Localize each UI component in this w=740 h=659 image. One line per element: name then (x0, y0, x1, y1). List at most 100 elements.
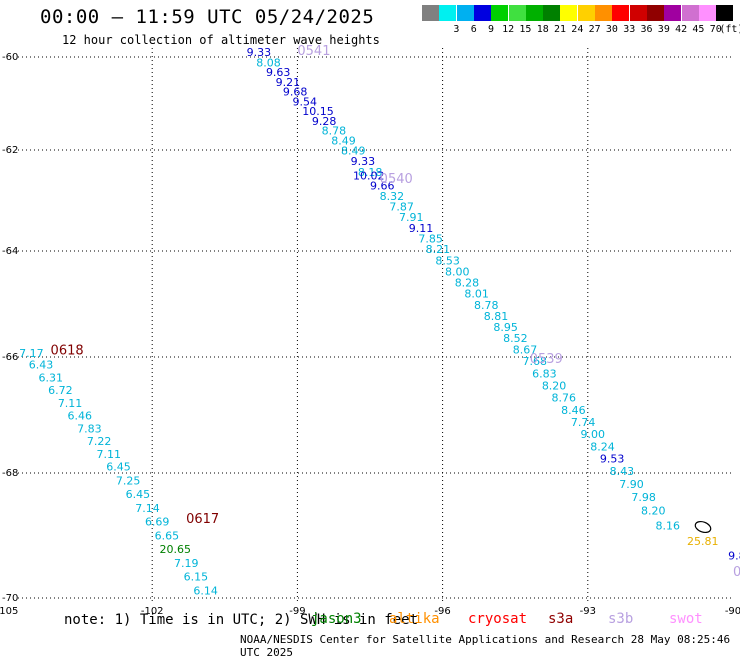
wave-height-value: 8.78 (322, 125, 347, 138)
lat-tick-label: -62 (2, 145, 18, 156)
wave-height-value: 8.95 (493, 321, 518, 334)
satellite-jason3: jason3 (311, 611, 362, 627)
wave-height-value: 8.00 (445, 265, 470, 278)
lon-tick-label: -96 (434, 606, 450, 617)
wave-height-value: 9.54 (293, 95, 318, 108)
legend-swatch (716, 5, 734, 21)
wave-height-value: 6.83 (532, 367, 557, 380)
legend-label: 36 (640, 24, 653, 35)
wave-height-value: 9.33 (351, 155, 376, 168)
wave-height-value: 9.11 (409, 222, 434, 235)
wave-height-value: 9.33 (247, 46, 272, 59)
wave-height-value: 7.11 (58, 397, 83, 410)
legend-label: 21 (554, 24, 567, 35)
wave-height-value: 20.65 (159, 543, 191, 556)
wave-height-value: 8.01 (464, 288, 489, 301)
wave-height-value: 7.17 (19, 347, 43, 360)
wave-height-value: 9.68 (283, 86, 308, 99)
legend-label: 15 (519, 24, 532, 35)
wave-height-value: 7.90 (619, 478, 644, 491)
wave-height-value: 7.87 (389, 201, 414, 214)
wave-height-value: 8.28 (455, 277, 480, 290)
wave-height-value: 9.53 (600, 453, 625, 466)
legend-label: 42 (675, 24, 688, 35)
wave-height-value: 9.8 (728, 549, 740, 562)
legend-swatch (646, 5, 664, 21)
lat-tick-label: -64 (2, 246, 18, 257)
wave-height-value: 9.21 (276, 76, 301, 89)
wave-height-value: 8.46 (561, 404, 586, 417)
wave-height-value: 6.31 (38, 371, 63, 384)
wave-height-value: 6.14 (193, 584, 218, 597)
lat-tick-label: -68 (2, 468, 18, 479)
legend-swatch (473, 5, 491, 21)
legend-label: 39 (657, 24, 670, 35)
footer-credit: NOAA/NESDIS Center for Satellite Applica… (240, 633, 731, 659)
wave-height-value: 8.08 (256, 56, 281, 69)
satellite-s3a: s3a (548, 611, 574, 627)
pass-time-label: 0618 (51, 343, 84, 358)
legend-swatch (698, 5, 716, 21)
legend-swatch (525, 5, 543, 21)
legend-swatch (491, 5, 509, 21)
pass-time-label: 0539 (530, 352, 563, 367)
pass-time-label: 0617 (186, 512, 219, 527)
wave-height-value: 6.69 (145, 516, 170, 529)
legend-label: 9 (488, 24, 495, 35)
wave-height-value: 6.46 (68, 410, 93, 423)
wave-height-value: 8.20 (641, 504, 666, 517)
legend-swatch (577, 5, 595, 21)
satellite-cryosat: cryosat (468, 611, 528, 627)
satellite-s3b: s3b (608, 611, 634, 627)
wave-height-value: 8.21 (426, 243, 451, 256)
legend-label: 12 (502, 24, 515, 35)
legend-swatch (560, 5, 578, 21)
wave-height-value: 8.52 (503, 332, 527, 345)
legend-label: 70 (709, 24, 722, 35)
wave-height-value: 6.45 (126, 488, 151, 501)
pass-time-label: 0541 (297, 44, 330, 59)
legend-swatch (543, 5, 561, 21)
legend-label: 3 (453, 24, 460, 35)
wave-height-value: 10.02 (353, 169, 385, 182)
wave-height-value: 8.76 (552, 392, 577, 405)
wave-height-value: 7.11 (97, 448, 122, 461)
note-text: note: 1) Time is in UTC; 2) SWH is in fe… (64, 612, 419, 628)
wave-height-value: 7.98 (631, 491, 656, 504)
wave-height-value: 25.81 (687, 535, 719, 548)
wave-height-value: 6.43 (29, 359, 53, 372)
wave-height-value: 7.25 (116, 474, 140, 487)
wave-height-value: 8.67 (513, 343, 538, 356)
wave-height-value: 8.20 (542, 379, 567, 392)
lat-tick-label: -70 (2, 593, 18, 604)
lon-tick-label: -102 (141, 606, 164, 617)
wave-height-value: 6.72 (48, 384, 73, 397)
satellite-altika: altika (389, 611, 440, 627)
legend-label: 33 (623, 24, 636, 35)
lon-tick-label: -105 (0, 606, 18, 617)
wave-height-value: 9.00 (581, 428, 606, 441)
wave-height-value: 8.24 (590, 440, 615, 453)
legend-swatch (595, 5, 612, 21)
legend-label: 27 (588, 24, 601, 35)
legend-label: 6 (470, 24, 477, 35)
lon-tick-label: -99 (289, 606, 305, 617)
wave-height-value: 7.83 (77, 422, 102, 435)
legend-swatch (456, 5, 474, 21)
wave-height-value: 7.85 (418, 232, 443, 245)
ice-contour-icon (694, 520, 712, 534)
wave-height-value: 7.22 (87, 435, 112, 448)
map-subtitle: 12 hour collection of altimeter wave hei… (62, 33, 380, 47)
wave-height-value: 9.63 (266, 66, 291, 79)
legend-swatch (681, 5, 699, 21)
wave-height-value: 10.15 (302, 105, 334, 118)
wave-height-value: 8.53 (435, 254, 460, 267)
wave-height-value: 8.43 (610, 465, 635, 478)
pass-time-label: 0540 (380, 172, 413, 187)
legend-swatch (439, 5, 457, 21)
wave-height-value: 7.68 (522, 355, 547, 368)
wave-height-value: 8.81 (484, 310, 509, 323)
wave-height-value: 9.28 (312, 115, 337, 128)
legend-unit: (ft) (719, 24, 740, 35)
